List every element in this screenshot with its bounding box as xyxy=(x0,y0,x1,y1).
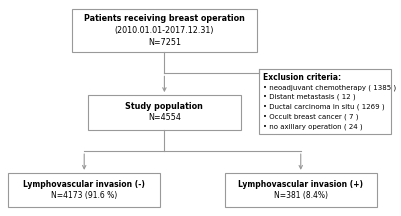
Text: N=381 (8.4%): N=381 (8.4%) xyxy=(274,191,328,200)
Text: • Ductal carcinoma in situ ( 1269 ): • Ductal carcinoma in situ ( 1269 ) xyxy=(263,104,385,110)
Text: Study population: Study population xyxy=(126,102,203,111)
Text: N=4554: N=4554 xyxy=(148,113,181,122)
Text: Lymphovascular invasion (+): Lymphovascular invasion (+) xyxy=(238,180,363,189)
Text: • neoadjuvant chemotherapy ( 1385 ): • neoadjuvant chemotherapy ( 1385 ) xyxy=(263,84,397,91)
Text: Patients receiving breast operation: Patients receiving breast operation xyxy=(84,14,245,23)
Text: Exclusion criteria:: Exclusion criteria: xyxy=(263,73,342,82)
Text: • Distant metastasis ( 12 ): • Distant metastasis ( 12 ) xyxy=(263,94,356,100)
FancyBboxPatch shape xyxy=(259,69,391,134)
FancyBboxPatch shape xyxy=(8,173,160,207)
Text: (2010.01.01-2017.12.31): (2010.01.01-2017.12.31) xyxy=(115,26,214,35)
Text: Lymphovascular invasion (-): Lymphovascular invasion (-) xyxy=(23,180,145,189)
Text: N=7251: N=7251 xyxy=(148,38,181,47)
FancyBboxPatch shape xyxy=(72,9,257,52)
FancyBboxPatch shape xyxy=(225,173,377,207)
FancyBboxPatch shape xyxy=(88,95,241,130)
Text: • no axillary operation ( 24 ): • no axillary operation ( 24 ) xyxy=(263,124,363,130)
Text: N=4173 (91.6 %): N=4173 (91.6 %) xyxy=(51,191,117,200)
Text: • Occult breast cancer ( 7 ): • Occult breast cancer ( 7 ) xyxy=(263,114,359,120)
